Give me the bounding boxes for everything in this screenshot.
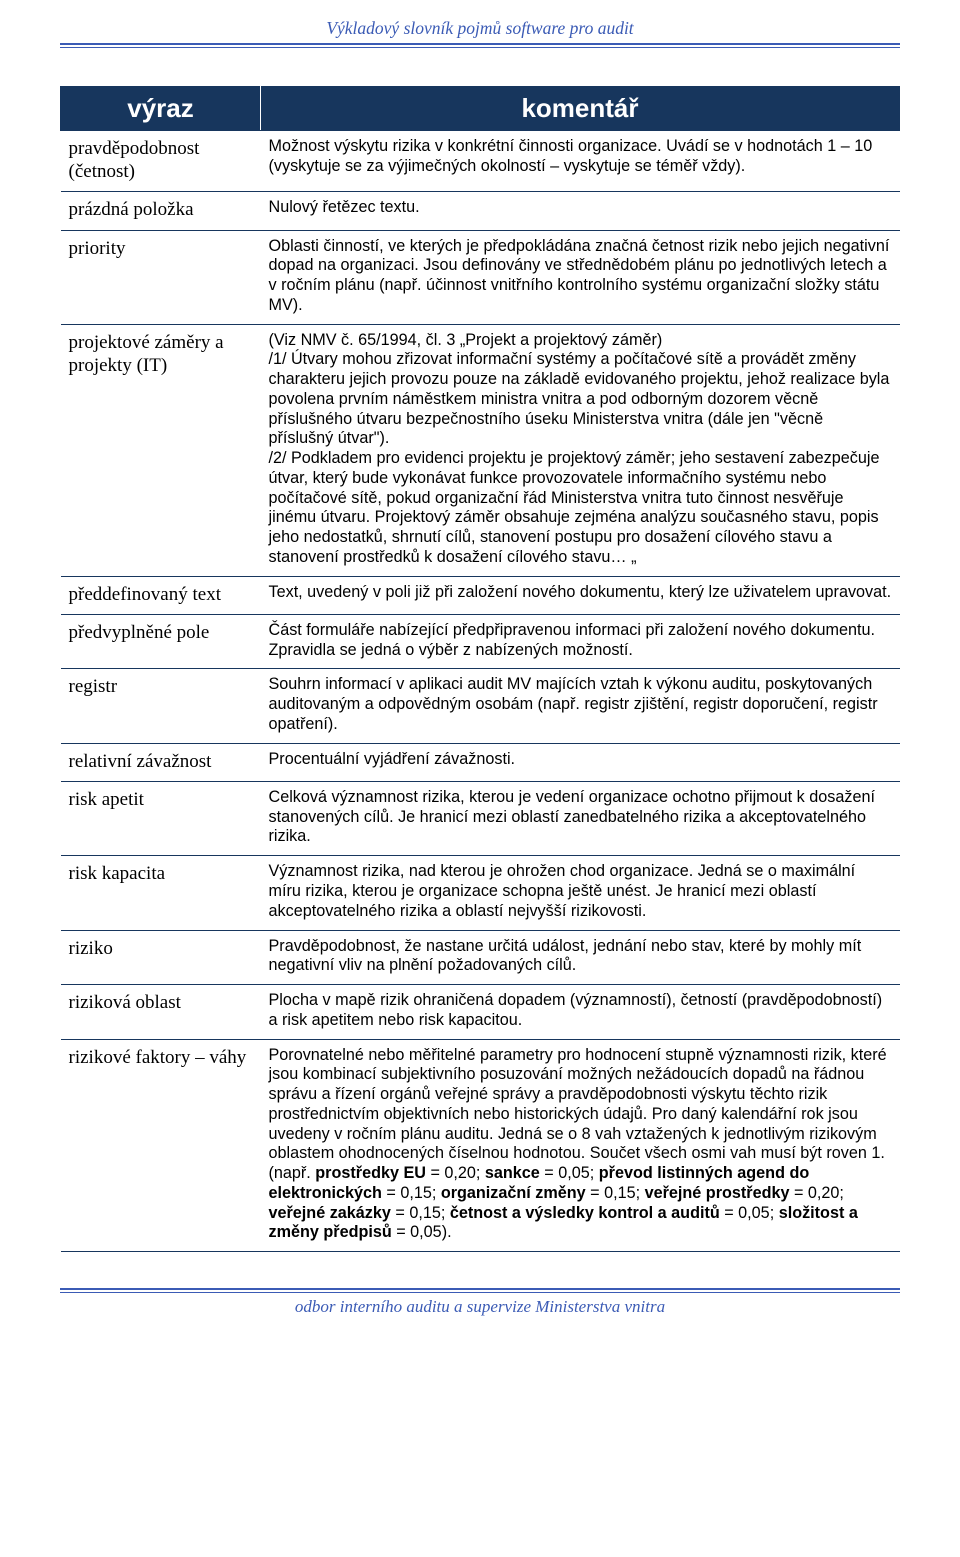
footer-rule-thin: [60, 1292, 900, 1293]
table-row: risk apetitCelková významnost rizika, kt…: [61, 781, 900, 855]
comment-cell: Nulový řetězec textu.: [261, 192, 900, 230]
comment-cell: Text, uvedený v poli již při založení no…: [261, 576, 900, 614]
page-footer: odbor interního auditu a supervize Minis…: [60, 1288, 900, 1317]
comment-cell: Část formuláře nabízející předpřipraveno…: [261, 614, 900, 669]
table-row: prázdná položkaNulový řetězec textu.: [61, 192, 900, 230]
comment-cell: (Viz NMV č. 65/1994, čl. 3 „Projekt a pr…: [261, 324, 900, 576]
spacer: [60, 50, 900, 86]
term-cell: předvyplněné pole: [61, 614, 261, 669]
comment-cell: Oblasti činností, ve kterých je předpokl…: [261, 230, 900, 324]
term-cell: riziková oblast: [61, 985, 261, 1040]
table-row: riziková oblastPlocha v mapě rizik ohran…: [61, 985, 900, 1040]
table-header-row: výraz komentář: [61, 87, 900, 131]
term-cell: prázdná položka: [61, 192, 261, 230]
table-row: registrSouhrn informací v aplikaci audit…: [61, 669, 900, 743]
term-cell: registr: [61, 669, 261, 743]
table-row: předvyplněné poleČást formuláře nabízejí…: [61, 614, 900, 669]
page-header-title: Výkladový slovník pojmů software pro aud…: [60, 18, 900, 39]
header-term: výraz: [61, 87, 261, 131]
term-cell: riziko: [61, 930, 261, 985]
term-cell: projektové záměry a projekty (IT): [61, 324, 261, 576]
table-row: risk kapacitaVýznamnost rizika, nad kter…: [61, 856, 900, 930]
table-row: předdefinovaný textText, uvedený v poli …: [61, 576, 900, 614]
table-row: rizikové faktory – váhyPorovnatelné nebo…: [61, 1039, 900, 1252]
header-comment: komentář: [261, 87, 900, 131]
table-row: rizikoPravděpodobnost, že nastane určitá…: [61, 930, 900, 985]
comment-cell: Plocha v mapě rizik ohraničená dopadem (…: [261, 985, 900, 1040]
term-cell: relativní závažnost: [61, 743, 261, 781]
footer-text: odbor interního auditu a supervize Minis…: [60, 1297, 900, 1317]
table-row: projektové záměry a projekty (IT)(Viz NM…: [61, 324, 900, 576]
table-row: relativní závažnostProcentuální vyjádřen…: [61, 743, 900, 781]
table-row: pravděpodobnost (četnost)Možnost výskytu…: [61, 131, 900, 192]
term-cell: pravděpodobnost (četnost): [61, 131, 261, 192]
term-cell: risk kapacita: [61, 856, 261, 930]
comment-cell: Porovnatelné nebo měřitelné parametry pr…: [261, 1039, 900, 1252]
comment-cell: Pravděpodobnost, že nastane určitá událo…: [261, 930, 900, 985]
comment-cell: Souhrn informací v aplikaci audit MV maj…: [261, 669, 900, 743]
comment-cell: Procentuální vyjádření závažnosti.: [261, 743, 900, 781]
term-cell: rizikové faktory – váhy: [61, 1039, 261, 1252]
header-rule-thin: [60, 47, 900, 48]
comment-cell: Celková významnost rizika, kterou je ved…: [261, 781, 900, 855]
table-row: priorityOblasti činností, ve kterých je …: [61, 230, 900, 324]
header-rule-thick: [60, 43, 900, 45]
comment-cell: Významnost rizika, nad kterou je ohrožen…: [261, 856, 900, 930]
term-cell: předdefinovaný text: [61, 576, 261, 614]
comment-cell: Možnost výskytu rizika v konkrétní činno…: [261, 131, 900, 192]
footer-rule-thick: [60, 1288, 900, 1290]
term-cell: risk apetit: [61, 781, 261, 855]
glossary-table: výraz komentář pravděpodobnost (četnost)…: [60, 86, 900, 1252]
term-cell: priority: [61, 230, 261, 324]
